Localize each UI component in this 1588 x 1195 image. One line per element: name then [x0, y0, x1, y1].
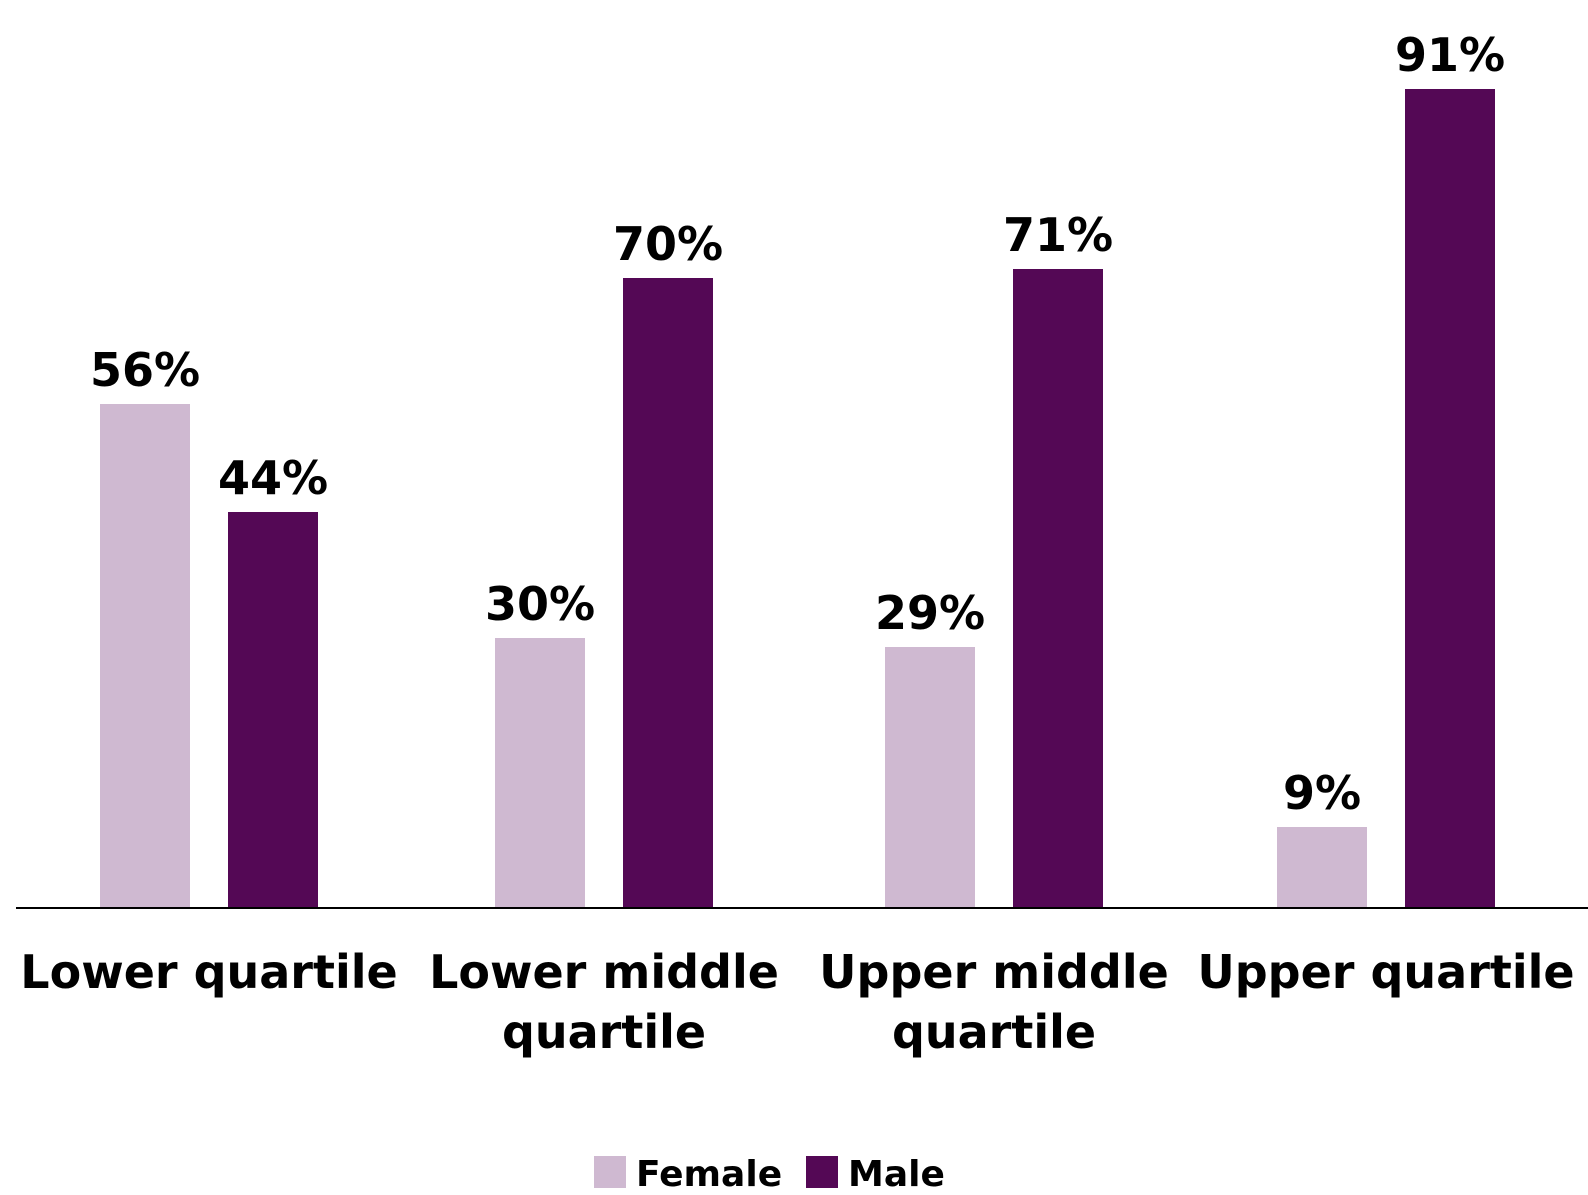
category-label-1-line-1: quartile [502, 1005, 706, 1059]
category-label-2-line-0: Upper middle [819, 945, 1169, 999]
legend-swatch-male [806, 1156, 838, 1188]
legend-label-female: Female [636, 1154, 782, 1191]
data-label-male-1: 70% [613, 217, 723, 271]
bar-male-3 [1405, 89, 1495, 908]
data-label-female-0: 56% [90, 343, 200, 397]
data-label-male-2: 71% [1003, 208, 1113, 262]
bar-female-0 [100, 404, 190, 908]
category-label-1-line-0: Lower middle [429, 945, 779, 999]
bar-male-2 [1013, 269, 1103, 908]
bar-female-3 [1277, 827, 1367, 908]
data-label-female-3: 9% [1283, 766, 1361, 820]
bar-female-2 [885, 647, 975, 908]
legend-label-male: Male [848, 1154, 945, 1191]
bar-male-1 [623, 278, 713, 908]
data-label-male-3: 91% [1395, 28, 1505, 82]
bar-male-0 [228, 512, 318, 908]
data-label-female-2: 29% [875, 586, 985, 640]
legend-swatch-female [594, 1156, 626, 1188]
data-label-male-0: 44% [218, 451, 328, 505]
category-label-3: Upper quartile [1197, 945, 1574, 999]
data-label-female-1: 30% [485, 577, 595, 631]
bar-female-1 [495, 638, 585, 908]
category-label-2-line-1: quartile [892, 1005, 1096, 1059]
category-label-0: Lower quartile [20, 945, 397, 999]
